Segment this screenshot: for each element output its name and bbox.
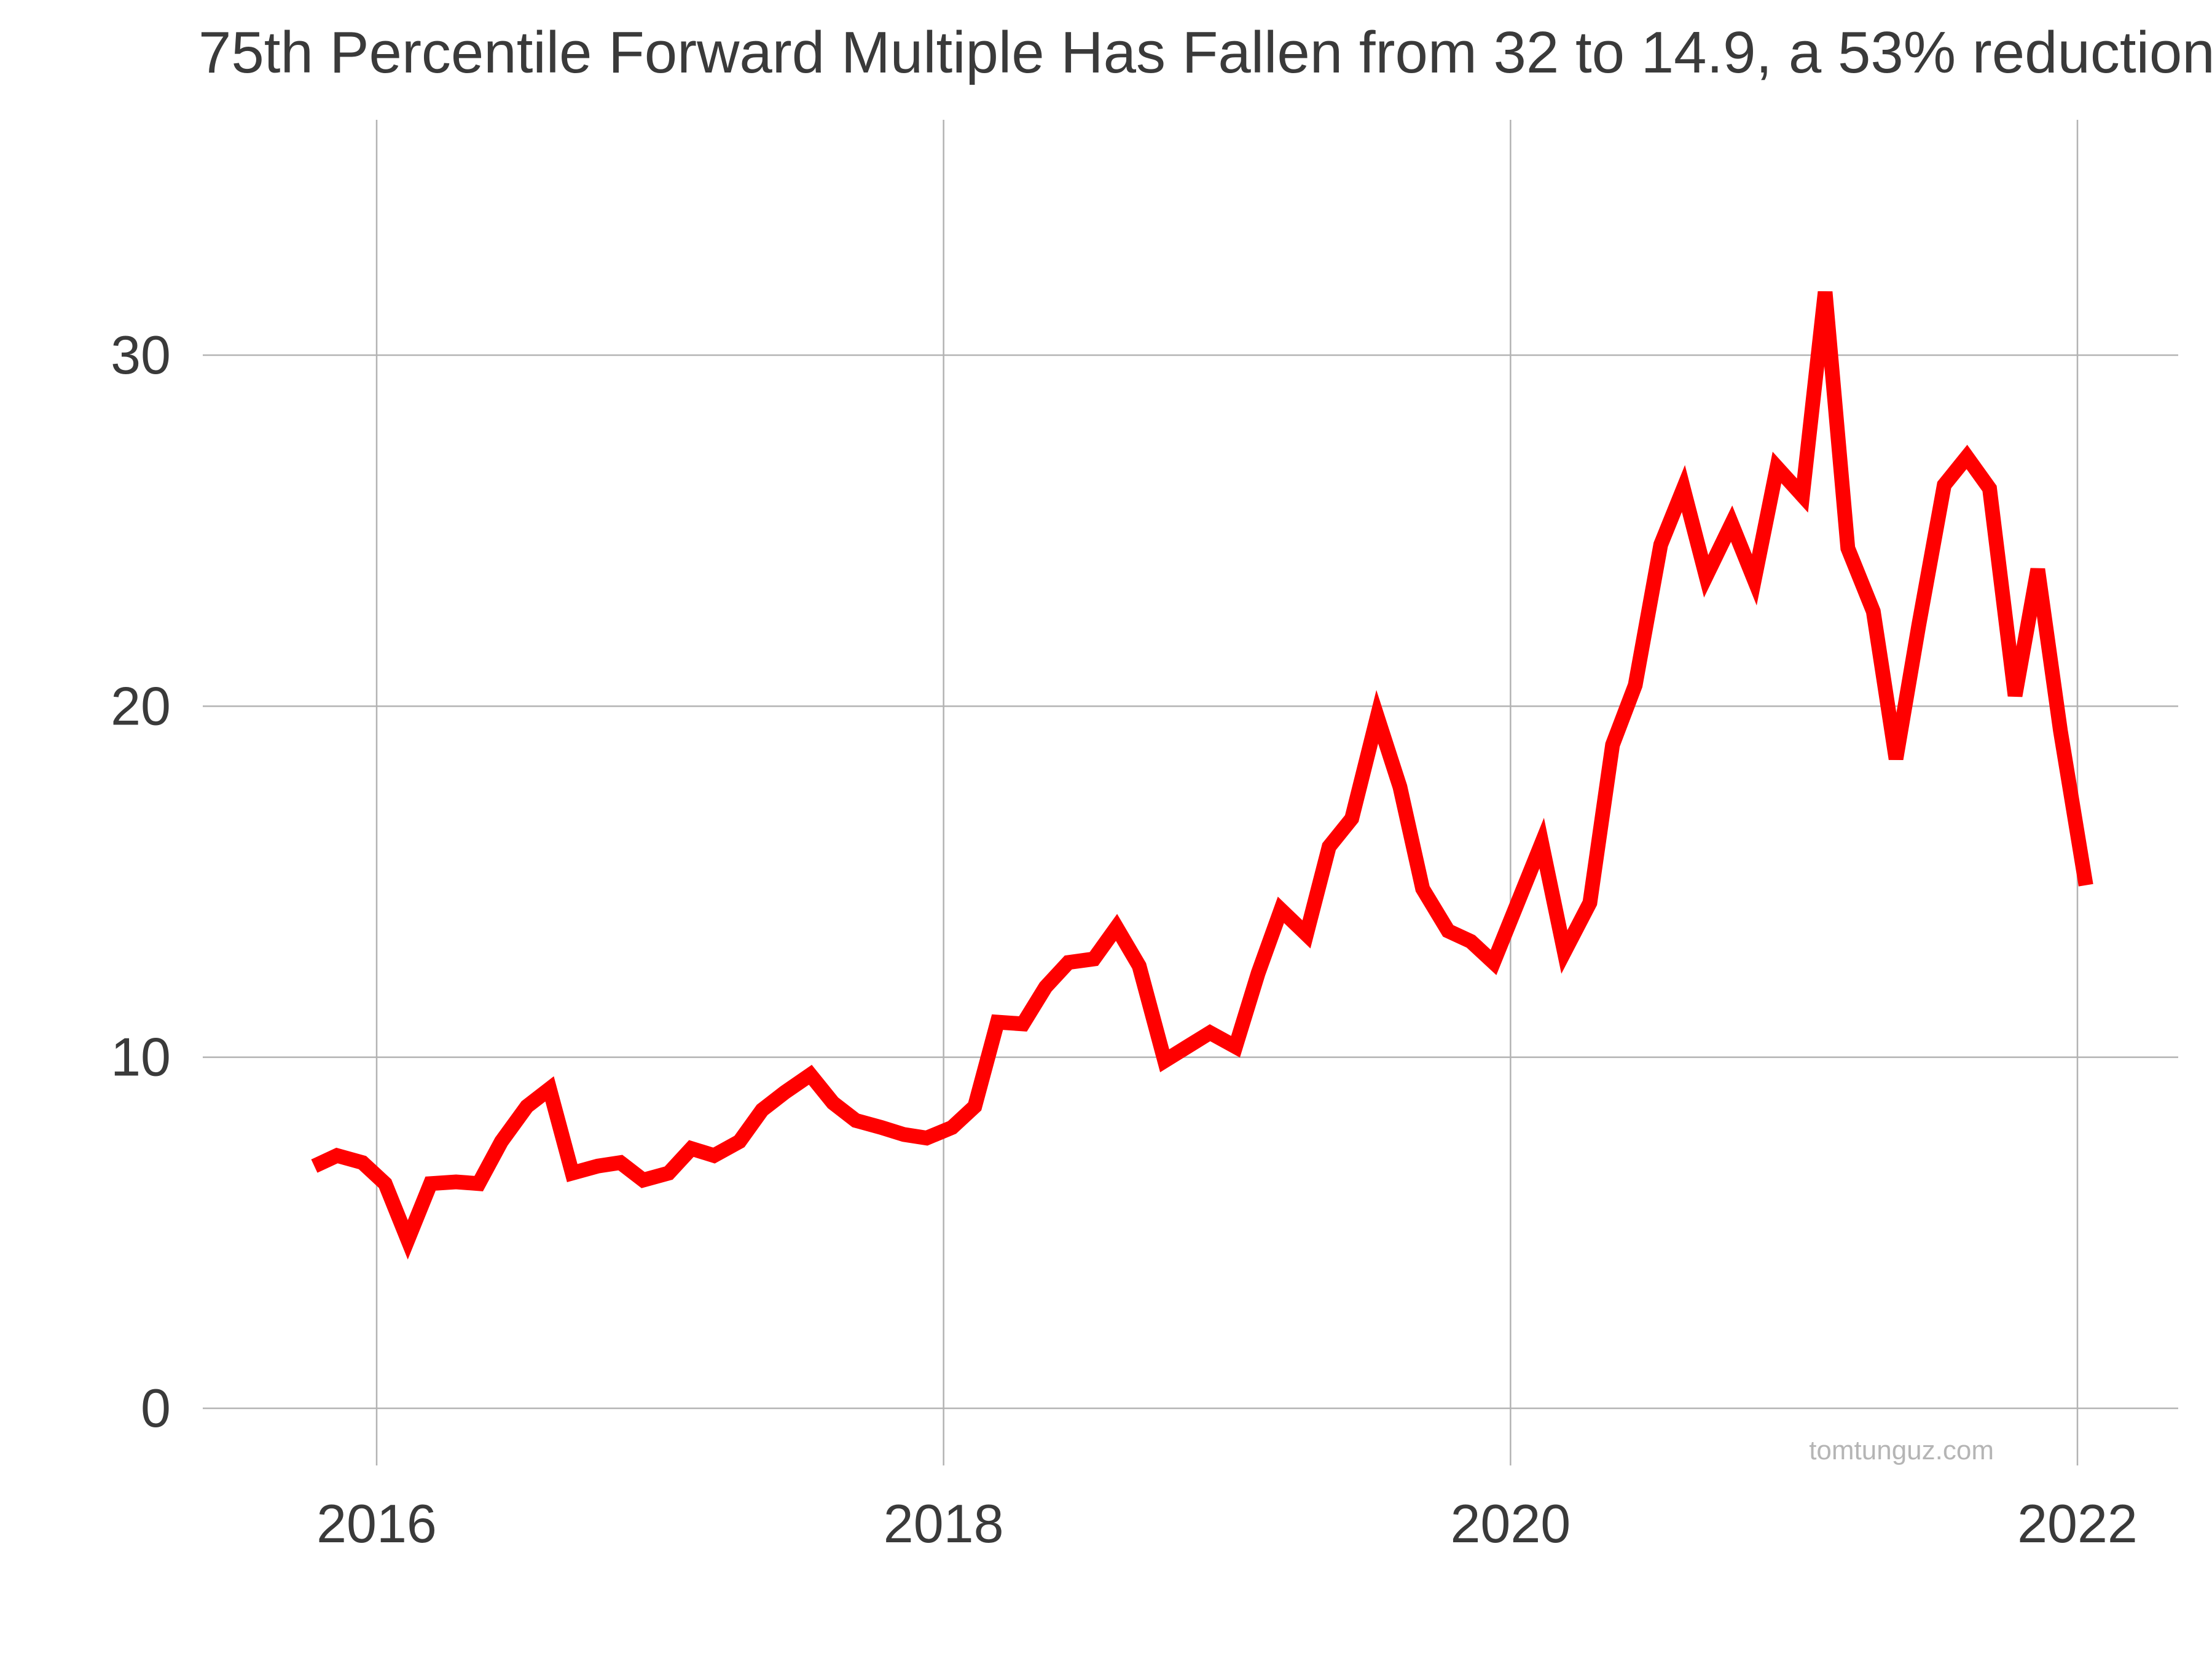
axis-tick-labels: 0 10 20 30 2016 2018 2020 2022 <box>111 324 2138 1554</box>
y-tick-label: 10 <box>111 1027 171 1088</box>
grid-lines <box>203 120 2178 1465</box>
chart-title: 75th Percentile Forward Multiple Has Fal… <box>198 20 2212 85</box>
y-tick-label: 30 <box>111 324 171 385</box>
y-tick-label: 0 <box>141 1378 171 1438</box>
series-layer <box>311 291 2093 1260</box>
x-tick-label: 2016 <box>316 1493 437 1554</box>
credit-label: tomtunguz.com <box>1809 1435 1994 1465</box>
x-tick-label: 2022 <box>2017 1493 2138 1554</box>
y-tick-label: 20 <box>111 675 171 736</box>
x-tick-label: 2020 <box>1450 1493 1571 1554</box>
series-line <box>311 291 2093 1260</box>
x-tick-label: 2018 <box>884 1493 1004 1554</box>
